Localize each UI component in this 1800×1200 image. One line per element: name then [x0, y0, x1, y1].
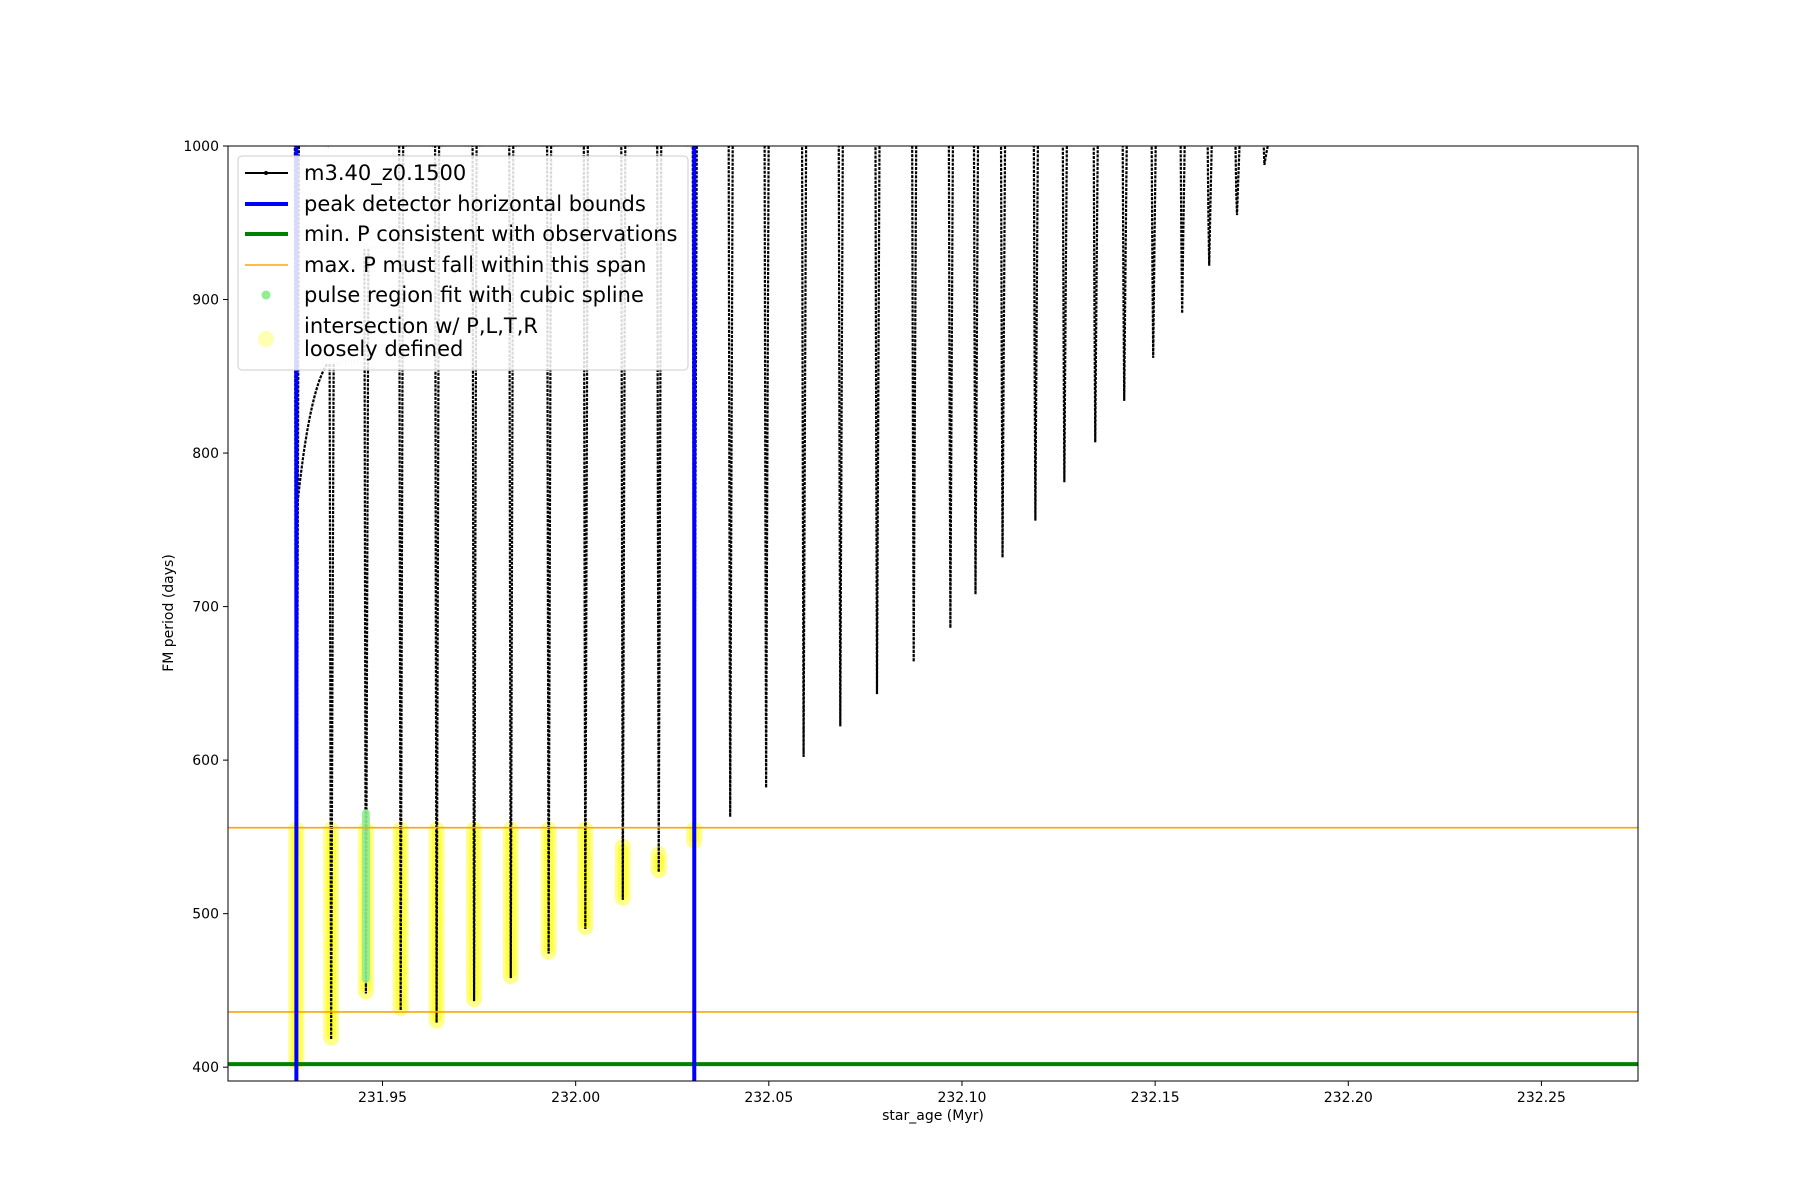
y-tick-label: 800	[192, 446, 219, 462]
model-track-pulse	[1121, 146, 1128, 401]
x-tick-label: 232.05	[744, 1090, 793, 1106]
model-track-pulse	[1092, 146, 1099, 443]
model-track-pulse	[656, 146, 663, 873]
spline-fit-marker	[361, 809, 370, 983]
y-tick-label: 600	[192, 753, 219, 769]
model-track-pulse	[398, 146, 405, 1011]
x-tick-label: 232.25	[1517, 1090, 1566, 1106]
model-track-pulse	[999, 146, 1007, 558]
intersection-marker-layer	[288, 821, 703, 1071]
model-track-pulse	[1032, 146, 1039, 521]
x-axis-label: star_age (Myr)	[882, 1108, 984, 1124]
legend-swatch-dot	[264, 171, 268, 175]
y-tick-label: 500	[192, 907, 219, 923]
model-track-pulse	[1234, 146, 1241, 216]
y-tick-label: 1000	[183, 139, 219, 155]
x-tick-label: 231.95	[358, 1090, 407, 1106]
legend-swatch-dot	[261, 290, 271, 300]
model-track-pulse	[1262, 146, 1269, 166]
legend-label-line: intersection w/ P,L,T,R	[304, 314, 538, 338]
x-tick-label: 232.15	[1131, 1090, 1180, 1106]
legend-box	[237, 155, 689, 371]
model-track-pulse	[874, 146, 881, 695]
model-track-pulse	[972, 146, 980, 595]
model-track-pulse	[328, 364, 335, 1040]
model-track-pulse	[763, 146, 770, 788]
y-axis: 400 500 600 700 800 900 1000	[183, 139, 228, 1076]
legend-label: m3.40_z0.1500	[304, 161, 466, 186]
model-track-pulse	[1150, 146, 1157, 358]
model-track-pulse	[1179, 146, 1186, 314]
reference-lines-layer	[228, 146, 1638, 1081]
y-tick-label: 900	[192, 293, 219, 309]
model-track-pulse	[947, 146, 954, 629]
model-track-pulse	[508, 146, 515, 979]
model-track-pulse	[1206, 146, 1213, 266]
model-track-pulse	[582, 146, 589, 930]
legend-label-line: min. P consistent with observations	[304, 222, 677, 246]
model-track-pulse	[471, 146, 478, 1002]
y-tick-label: 400	[192, 1060, 219, 1076]
legend-label: intersection w/ P,L,T,R loosely defined	[304, 314, 538, 361]
model-track-pulse	[434, 146, 441, 1023]
model-track-pulse	[800, 146, 808, 758]
legend-label: min. P consistent with observations	[304, 222, 677, 246]
model-track-pulse	[620, 146, 627, 900]
model-track-pulse	[837, 146, 844, 727]
legend-label: pulse region fit with cubic spline	[304, 283, 644, 307]
model-track-pulse	[727, 146, 734, 817]
y-tick-label: 700	[192, 600, 219, 616]
model-track-pulse	[546, 146, 553, 954]
y-axis-label: FM period (days)	[161, 554, 177, 672]
legend-label: peak detector horizontal bounds	[304, 192, 646, 216]
x-axis: 231.95 232.00 232.05 232.10 232.15 232.20 232.…	[358, 1081, 1566, 1106]
legend-label-line: peak detector horizontal bounds	[304, 192, 646, 216]
legend-label-line: loosely defined	[304, 337, 463, 361]
model-track-pulse	[1061, 146, 1068, 483]
legend-label-line: max. P must fall within this span	[304, 253, 646, 277]
plot-area	[228, 146, 1638, 1081]
x-tick-label: 232.00	[551, 1090, 600, 1106]
model-track-pulse	[911, 146, 918, 662]
legend-label-line: m3.40_z0.1500	[304, 161, 466, 186]
spline-fit-layer	[361, 809, 370, 983]
x-tick-label: 232.20	[1324, 1090, 1373, 1106]
model-track-pulse	[363, 248, 370, 994]
legend-swatch-dot	[258, 331, 274, 347]
legend-label-line: pulse region fit with cubic spline	[304, 283, 644, 307]
plot-frame	[227, 145, 1639, 1082]
model-track-arc	[295, 363, 329, 515]
legend-label: max. P must fall within this span	[304, 253, 646, 277]
x-tick-label: 232.10	[937, 1090, 986, 1106]
